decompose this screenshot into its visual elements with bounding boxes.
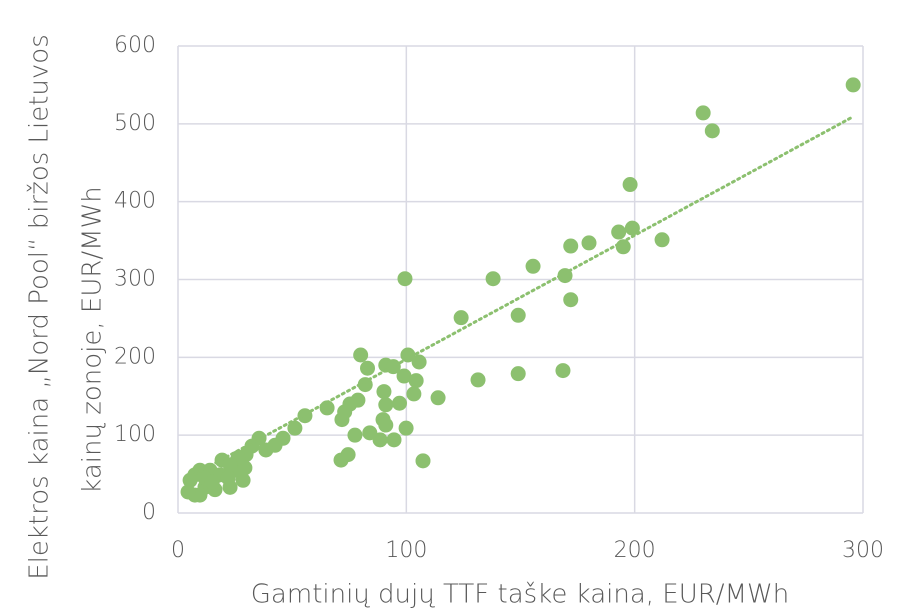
x-tick-label: 200 <box>614 538 656 563</box>
x-tick-label: 300 <box>842 538 884 563</box>
y-tick-label: 500 <box>114 111 156 136</box>
point <box>510 366 526 382</box>
point <box>411 354 427 370</box>
point <box>396 368 412 384</box>
point <box>400 347 416 363</box>
point <box>525 258 541 274</box>
point <box>430 390 446 406</box>
x-axis-title: Gamtinių dujų TTF taške kaina, EUR/MWh <box>251 580 789 610</box>
point <box>362 425 378 441</box>
point <box>376 384 392 400</box>
point <box>258 442 274 458</box>
point <box>408 373 424 389</box>
point <box>624 220 640 236</box>
point <box>398 420 414 436</box>
point <box>510 307 526 323</box>
point <box>485 271 501 287</box>
point <box>192 487 208 503</box>
y-axis-title: kainų zonoje, EUR/MWh <box>78 186 108 494</box>
point <box>334 412 350 428</box>
y-tick-label: 0 <box>142 500 156 525</box>
point <box>222 457 238 473</box>
point <box>391 395 407 411</box>
point <box>353 347 369 363</box>
y-axis-title: Elektros kaina „Nord Pool“ biržos Lietuv… <box>25 34 55 580</box>
point <box>581 235 597 251</box>
point <box>704 123 720 139</box>
point <box>180 484 196 500</box>
point <box>235 472 251 488</box>
y-tick-label: 400 <box>114 189 156 214</box>
point <box>347 427 363 443</box>
point <box>555 363 571 379</box>
point <box>287 420 303 436</box>
point <box>415 453 431 469</box>
x-tick-label: 0 <box>171 538 185 563</box>
point <box>385 359 401 375</box>
point <box>695 105 711 121</box>
point <box>654 232 670 248</box>
trendline <box>187 116 854 479</box>
y-tick-label: 300 <box>114 267 156 292</box>
point <box>378 397 394 413</box>
point <box>204 474 220 490</box>
y-tick-label: 600 <box>114 33 156 58</box>
point <box>360 360 376 376</box>
point <box>563 238 579 254</box>
point <box>470 372 486 388</box>
point <box>615 239 631 255</box>
x-tick-label: 100 <box>385 538 427 563</box>
point <box>386 432 402 448</box>
point <box>333 452 349 468</box>
point <box>611 224 627 240</box>
point <box>378 417 394 433</box>
point <box>397 271 413 287</box>
point <box>845 77 861 93</box>
point <box>453 310 469 326</box>
point <box>220 470 236 486</box>
y-tick-label: 100 <box>114 422 156 447</box>
point <box>406 386 422 402</box>
point <box>622 177 638 193</box>
point <box>297 408 313 424</box>
y-tick-label: 200 <box>114 344 156 369</box>
point <box>563 292 579 308</box>
